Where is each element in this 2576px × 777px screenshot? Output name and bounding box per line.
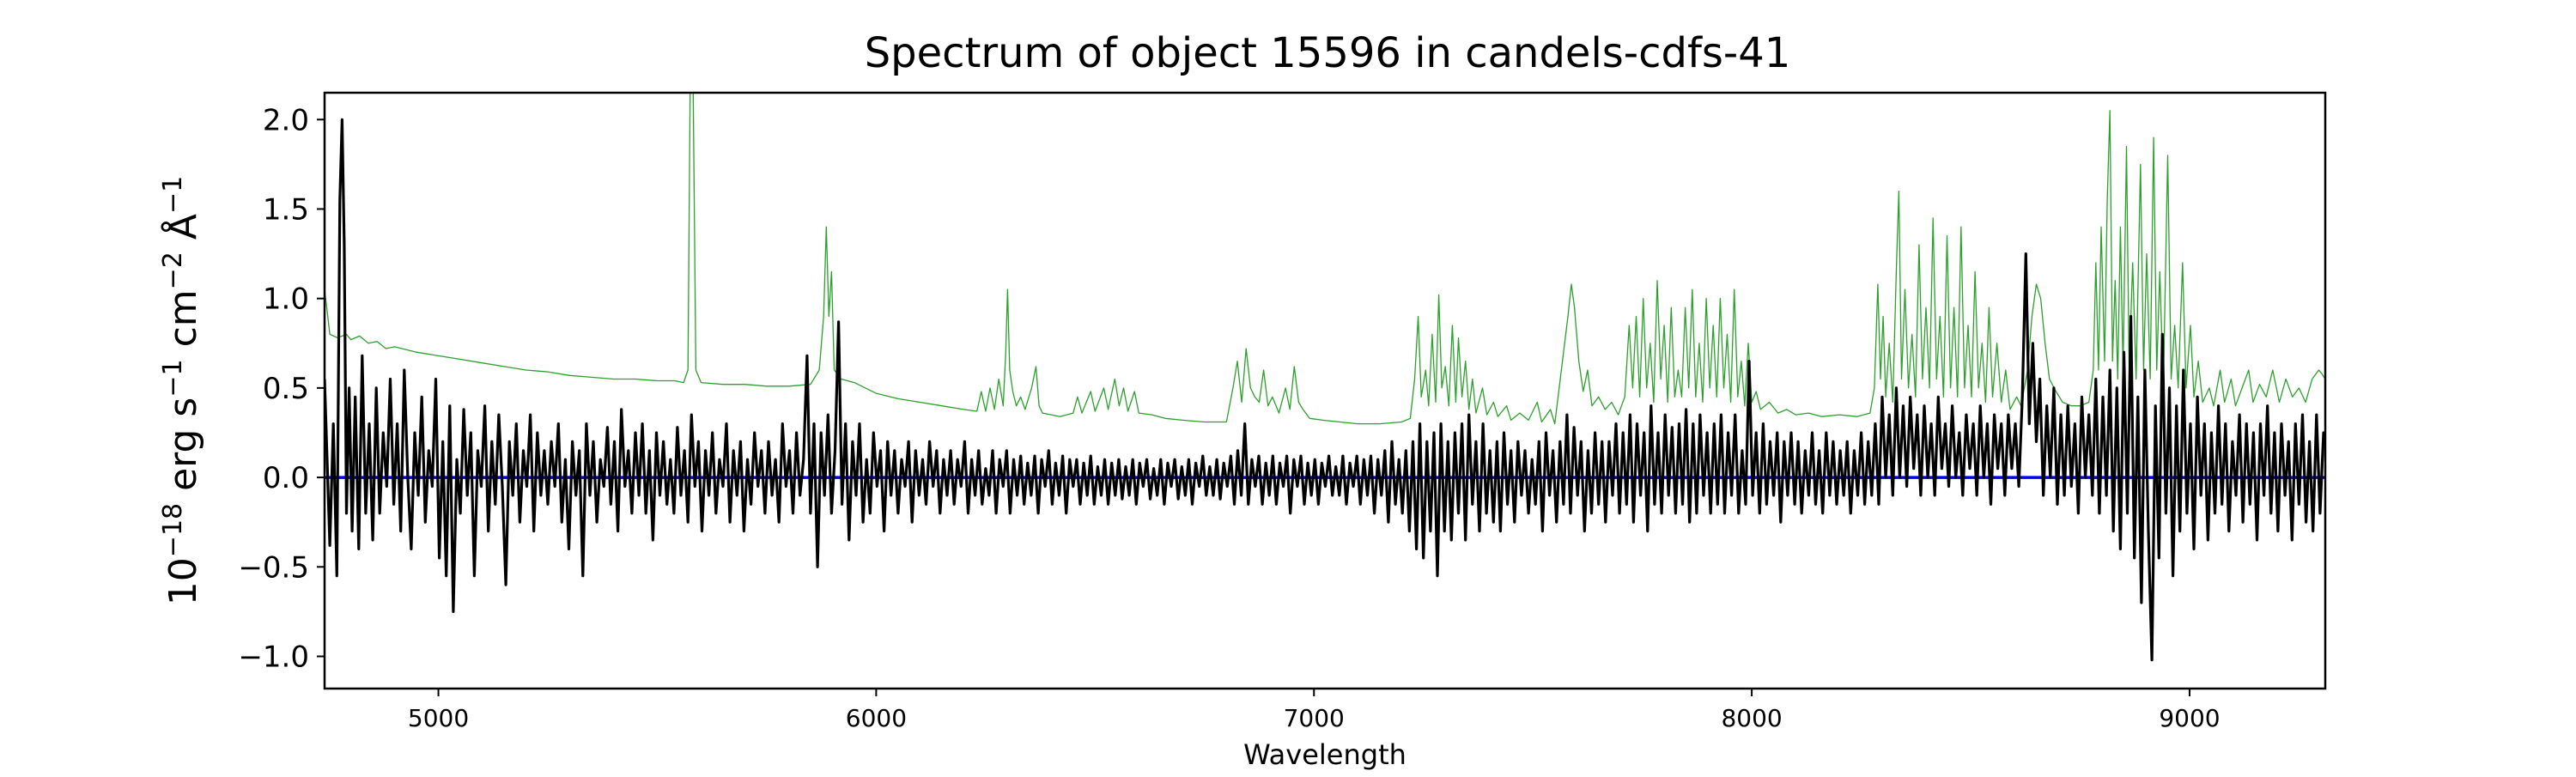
y-tick-label: 0.0 <box>263 461 309 495</box>
y-label-exp3: −2 <box>158 252 188 289</box>
y-tick-label: 1.5 <box>263 192 309 227</box>
y-label-exp4: −1 <box>158 176 188 214</box>
y-tick-label: 0.5 <box>263 372 309 406</box>
y-label-mid2: cm <box>161 289 205 359</box>
x-tick-label: 8000 <box>1721 704 1782 732</box>
x-tick-label: 6000 <box>846 704 907 732</box>
x-tick-label: 5000 <box>408 704 469 732</box>
y-tick-label: −1.0 <box>238 640 309 674</box>
plot-frame <box>323 91 2327 690</box>
x-axis: 5000 6000 7000 8000 9000 <box>408 689 2221 732</box>
y-axis: −1.0 −0.5 0.0 0.5 1.0 1.5 2.0 <box>238 103 325 674</box>
series-line-flux <box>325 118 2325 662</box>
y-tick-label: 2.0 <box>263 103 309 137</box>
y-tick-label: 1.0 <box>263 282 309 317</box>
series-line-error <box>325 93 2325 425</box>
y-label-mid3: Å <box>160 214 205 252</box>
y-tick-label: −0.5 <box>238 550 309 585</box>
y-axis-label: 10−18 erg s−1 cm−2 Å−1 <box>158 176 205 605</box>
y-label-mid1: erg s <box>161 398 205 503</box>
x-tick-label: 7000 <box>1284 704 1345 732</box>
y-label-exp2: −1 <box>158 359 188 397</box>
series-layer <box>325 93 2325 662</box>
x-axis-label: Wavelength <box>1243 738 1406 771</box>
y-label-base: 10 <box>161 557 205 605</box>
y-label-exp1: −18 <box>158 503 188 557</box>
chart-title: Spectrum of object 15596 in candels-cdfs… <box>865 29 1791 77</box>
x-tick-label: 9000 <box>2159 704 2220 732</box>
